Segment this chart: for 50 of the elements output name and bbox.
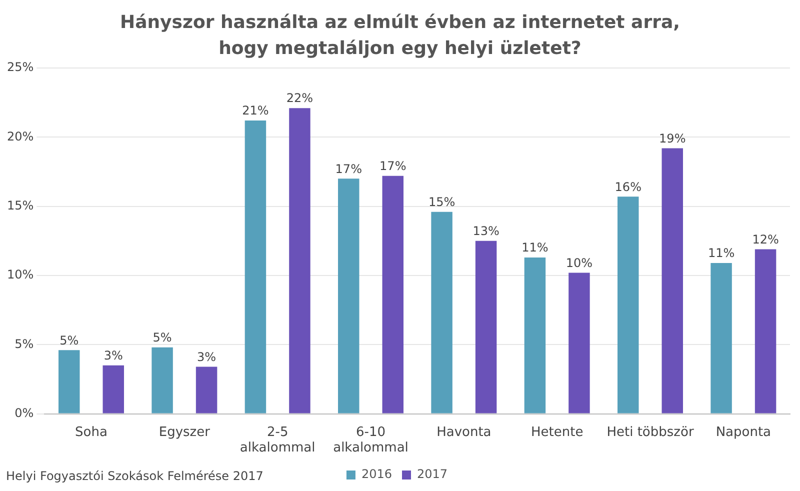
x-tick-label: Soha <box>75 424 108 440</box>
bar <box>152 347 173 414</box>
data-label: 17% <box>380 159 406 174</box>
bar <box>475 240 497 414</box>
x-tick-label: Hetente <box>530 424 584 440</box>
bar <box>382 176 404 414</box>
data-label: 5% <box>152 330 172 345</box>
bar <box>338 178 360 414</box>
data-label: 11% <box>522 240 548 255</box>
data-label: 19% <box>659 131 686 146</box>
data-label: 22% <box>286 91 314 106</box>
data-label: 3% <box>104 348 123 363</box>
x-tick-label: 2-5 alkalommal <box>240 424 316 456</box>
text: Helyi Fogyasztói Szokások Felmérése 2017 <box>6 469 264 483</box>
y-tick-label: 5% <box>14 336 34 351</box>
bar <box>618 196 639 414</box>
bar <box>102 365 124 414</box>
chart-title: Hányszor használta az elmúlt évben az internetet arra, hogy megtaláljon egy helyi üzletet? <box>120 11 680 61</box>
x-tick-label: Havonta <box>436 424 492 440</box>
y-tick-label: 10% <box>7 268 34 282</box>
data-label: 3% <box>197 350 216 364</box>
y-tick-label: 0% <box>14 406 34 420</box>
bar <box>244 120 266 414</box>
bar <box>524 258 546 414</box>
data-label: 11% <box>708 246 735 260</box>
y-tick-label: 25% <box>7 60 34 74</box>
data-label: 16% <box>614 180 642 194</box>
data-label: 10% <box>566 256 593 270</box>
bar <box>662 148 683 414</box>
bar <box>58 350 80 414</box>
legend-label: 2017 <box>417 467 448 482</box>
bar <box>568 272 590 414</box>
y-tick-label: 20% <box>7 129 34 144</box>
data-label: 13% <box>472 224 500 238</box>
x-tick-label: Heti többször <box>606 424 694 440</box>
data-label: 5% <box>60 333 79 348</box>
y-tick-label: 15% <box>7 198 34 212</box>
data-label: 12% <box>752 232 779 246</box>
x-tick-label: Egyszer <box>158 424 211 440</box>
bar <box>710 263 732 414</box>
bar <box>289 108 310 414</box>
legend-label: 2016 <box>361 467 392 482</box>
bar <box>431 212 452 414</box>
bar <box>196 366 218 414</box>
x-tick-label: 6-10 alkalommal <box>333 424 408 456</box>
bar <box>754 249 776 414</box>
data-label: 15% <box>428 194 456 209</box>
x-tick-label: Naponta <box>716 424 772 440</box>
data-label: 21% <box>242 104 269 118</box>
data-label: 17% <box>335 162 362 176</box>
